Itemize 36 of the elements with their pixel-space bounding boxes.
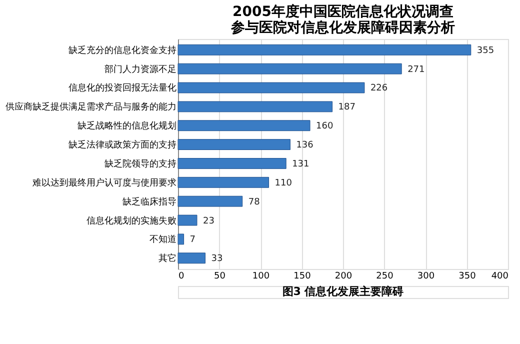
x-tick-label: 300 bbox=[417, 272, 435, 282]
data-label: 136 bbox=[296, 140, 314, 151]
y-tick-label: 缺乏临床指导 bbox=[122, 196, 176, 208]
y-tick-label: 缺乏充分的信息化资金支持 bbox=[68, 44, 176, 56]
caption: 图3 信息化发展主要障碍 bbox=[282, 285, 404, 298]
text: 2005年度中国医院信息化状况调查 bbox=[232, 4, 454, 20]
y-tick-label: 不知道 bbox=[150, 234, 176, 246]
text: 参与医院对信息化发展障碍因素分析 bbox=[231, 20, 455, 36]
y-tick-label: 供应商缺乏提供满足需求产品与服务的能力 bbox=[6, 102, 176, 113]
x-tick-label: 250 bbox=[376, 272, 394, 282]
data-label: 131 bbox=[292, 159, 310, 170]
y-tick-label: 缺乏院领导的支持 bbox=[104, 158, 176, 170]
data-label: 110 bbox=[274, 178, 292, 188]
x-tick-label: 350 bbox=[458, 272, 476, 282]
y-tick-label: 缺乏战略性的信息化规划 bbox=[78, 120, 176, 132]
x-tick-label: 0 bbox=[178, 272, 184, 282]
data-label: 23 bbox=[202, 216, 214, 226]
data-label: 33 bbox=[211, 254, 223, 264]
x-tick-label: 50 bbox=[214, 272, 226, 282]
data-label: 78 bbox=[248, 197, 260, 208]
data-label: 355 bbox=[476, 46, 494, 56]
x-tick-label: 400 bbox=[491, 272, 509, 282]
data-label: 271 bbox=[408, 64, 425, 75]
data-label: 160 bbox=[316, 122, 334, 132]
data-label: 187 bbox=[338, 102, 356, 113]
x-tick-label: 100 bbox=[252, 272, 270, 282]
y-tick-label: 信息化规划的实施失败 bbox=[86, 215, 176, 226]
y-tick-label: 信息化的投资回报无法量化 bbox=[68, 82, 176, 94]
data-label: 226 bbox=[370, 84, 388, 94]
data-label: 7 bbox=[190, 235, 196, 246]
y-tick-label: 难以达到最终用户认可度与使用要求 bbox=[32, 177, 176, 188]
y-tick-label: 部门人力资源不足 bbox=[104, 64, 176, 75]
x-tick-label: 150 bbox=[294, 272, 312, 282]
x-tick-label: 200 bbox=[334, 272, 352, 282]
y-tick-label: 其它 bbox=[158, 253, 176, 264]
y-tick-label: 缺乏法律或政策方面的支持 bbox=[68, 140, 176, 151]
